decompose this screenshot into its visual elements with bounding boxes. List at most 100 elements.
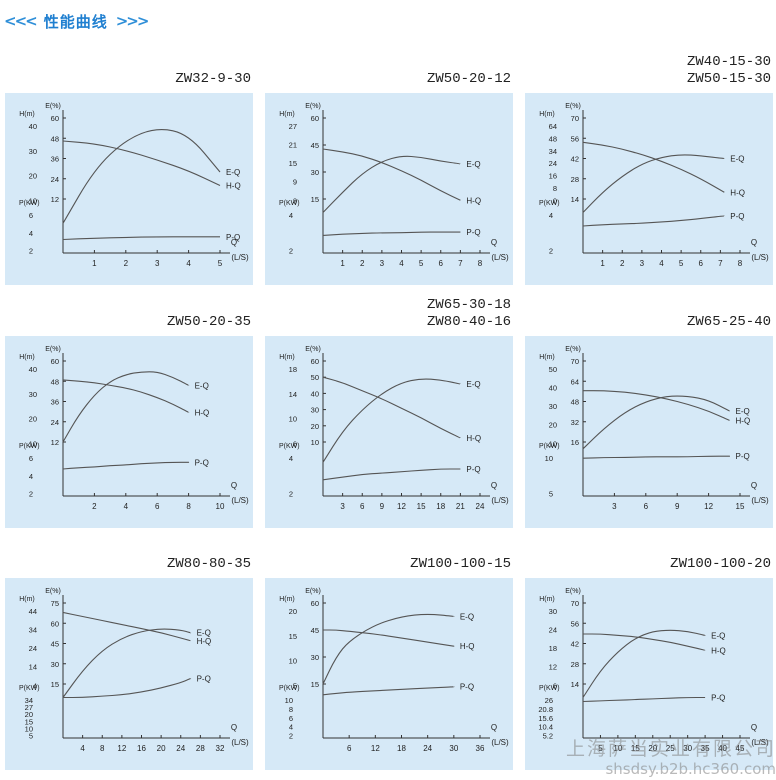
p-tick-label: 4	[29, 472, 33, 481]
h-tick-label: 24	[549, 626, 557, 635]
x-axis-label: Q	[491, 481, 497, 490]
e-tick-label: 28	[571, 175, 579, 184]
e-tick-label: 42	[571, 640, 579, 649]
e-axis-label: E(%)	[45, 346, 61, 353]
e-axis-label: E(%)	[45, 588, 61, 595]
h-tick-label: 15	[289, 632, 297, 641]
x-tick-label: 7	[718, 259, 723, 268]
curve-h-q	[582, 141, 725, 193]
curve-label: P-Q	[736, 452, 750, 461]
x-tick-label: 3	[612, 502, 617, 511]
curve-p-q	[322, 468, 461, 481]
e-tick-label: 12	[51, 438, 59, 447]
h-tick-label: 27	[289, 122, 297, 131]
curve-e-q	[322, 155, 461, 213]
chart-svg: 2 4 6 8 10Q(L/S)E(%)6048362412H(m)40302010P(…	[19, 346, 249, 511]
h-axis-label: H(m)	[19, 111, 35, 118]
chart-model-title: ZW50-20-35	[166, 314, 251, 330]
e-tick-label: 14	[571, 680, 579, 689]
x-tick-label: 36	[476, 744, 485, 753]
x-axis-unit: (L/S)	[231, 496, 249, 505]
curve-p-q	[322, 231, 461, 236]
x-tick-label: 3	[640, 259, 645, 268]
p-tick-label: 15	[25, 717, 33, 726]
e-axis-label: E(%)	[565, 103, 581, 110]
p-tick-label: 2	[289, 246, 293, 255]
e-tick-label: 75	[51, 599, 59, 608]
curve-label: H-Q	[460, 642, 475, 651]
x-axis-unit: (L/S)	[751, 496, 769, 505]
x-tick-label: 25	[666, 744, 675, 753]
p-tick-label: 26	[545, 696, 553, 705]
x-tick-label: 5	[679, 259, 684, 268]
e-tick-label: 30	[311, 406, 319, 415]
h-tick-label: 30	[549, 607, 557, 616]
curve-p-q	[62, 236, 220, 241]
x-tick-label: 3	[155, 259, 160, 268]
p-tick-label: 15.6	[538, 714, 553, 723]
x-axis-unit: (L/S)	[231, 253, 249, 262]
x-tick-label: 10	[613, 744, 622, 753]
e-tick-label: 60	[311, 114, 319, 123]
e-tick-label: 12	[51, 195, 59, 204]
curve-h-q	[322, 148, 461, 201]
h-tick-label: 10	[289, 657, 297, 666]
chart-model-title: ZW32-9-30	[175, 71, 251, 87]
p-tick-label: 2	[289, 731, 293, 740]
chart-model-title: ZW65-30-18	[426, 297, 511, 313]
h-tick-label: 64	[549, 122, 557, 131]
h-tick-label: 20	[549, 421, 557, 430]
h-tick-label: 34	[549, 147, 557, 156]
curve-p-q	[582, 696, 706, 703]
chart-model-title: ZW65-25-40	[686, 314, 771, 330]
p-tick-label: 5	[29, 731, 33, 740]
x-tick-label: 8	[100, 744, 105, 753]
x-tick-label: 4	[186, 259, 191, 268]
curve-label: H-Q	[736, 416, 751, 425]
x-tick-label: 7	[458, 259, 463, 268]
h-tick-label: 30	[549, 402, 557, 411]
x-axis-unit: (L/S)	[231, 738, 249, 747]
x-tick-label: 10	[216, 502, 225, 511]
chart-svg: 1 2 3 4 5 6 7 8Q(L/S)E(%)60453015H(m)27211593P(…	[279, 103, 509, 268]
chart-panel: 2 4 6 8 10 Q (L/S) E(%) 60 48 36 24 12 H(m) 40 30 20 10 P(…	[5, 336, 253, 528]
e-tick-label: 56	[571, 134, 579, 143]
e-tick-label: 45	[311, 626, 319, 635]
curve-h-q	[62, 379, 190, 413]
x-tick-label: 18	[397, 744, 406, 753]
e-tick-label: 60	[51, 357, 59, 366]
h-tick-label: 40	[29, 365, 37, 374]
h-tick-label: 40	[549, 384, 557, 393]
h-tick-label: 10	[549, 439, 557, 448]
p-tick-label: 20	[25, 710, 33, 719]
curve-label: E-Q	[195, 381, 209, 390]
curve-label: E-Q	[466, 380, 480, 389]
curve-e-q	[62, 371, 190, 443]
chart-panel: 6 12 18 24 30 36 Q (L/S) E(%) 60 45 30 15 H(m) 20 15 10 5…	[265, 578, 513, 770]
x-tick-label: 12	[117, 744, 126, 753]
e-tick-label: 48	[571, 398, 579, 407]
x-axis-unit: (L/S)	[751, 738, 769, 747]
h-tick-label: 14	[289, 390, 297, 399]
curve-label: P-Q	[460, 683, 474, 692]
curve-e-q	[582, 154, 725, 213]
p-tick-label: 6	[29, 211, 33, 220]
chart-svg: 1 2 3 4 5 6 7 8Q(L/S)E(%)7056422814H(m)64483424…	[539, 103, 769, 268]
x-axis-unit: (L/S)	[751, 253, 769, 262]
x-tick-label: 30	[683, 744, 692, 753]
h-tick-label: 30	[29, 390, 37, 399]
e-tick-label: 20	[311, 422, 319, 431]
curve-h-q	[62, 140, 221, 186]
x-axis-unit: (L/S)	[491, 738, 509, 747]
x-tick-label: 18	[436, 502, 445, 511]
curve-label: E-Q	[736, 407, 750, 416]
chart-model-title: ZW100-100-15	[410, 556, 511, 572]
curve-p-q	[582, 455, 731, 459]
x-tick-label: 8	[738, 259, 743, 268]
h-tick-label: 9	[293, 178, 297, 187]
h-tick-label: 16	[549, 172, 557, 181]
p-tick-label: 4	[289, 723, 293, 732]
e-axis-label: E(%)	[565, 588, 581, 595]
h-tick-label: 18	[549, 644, 557, 653]
e-axis-label: E(%)	[305, 103, 321, 110]
